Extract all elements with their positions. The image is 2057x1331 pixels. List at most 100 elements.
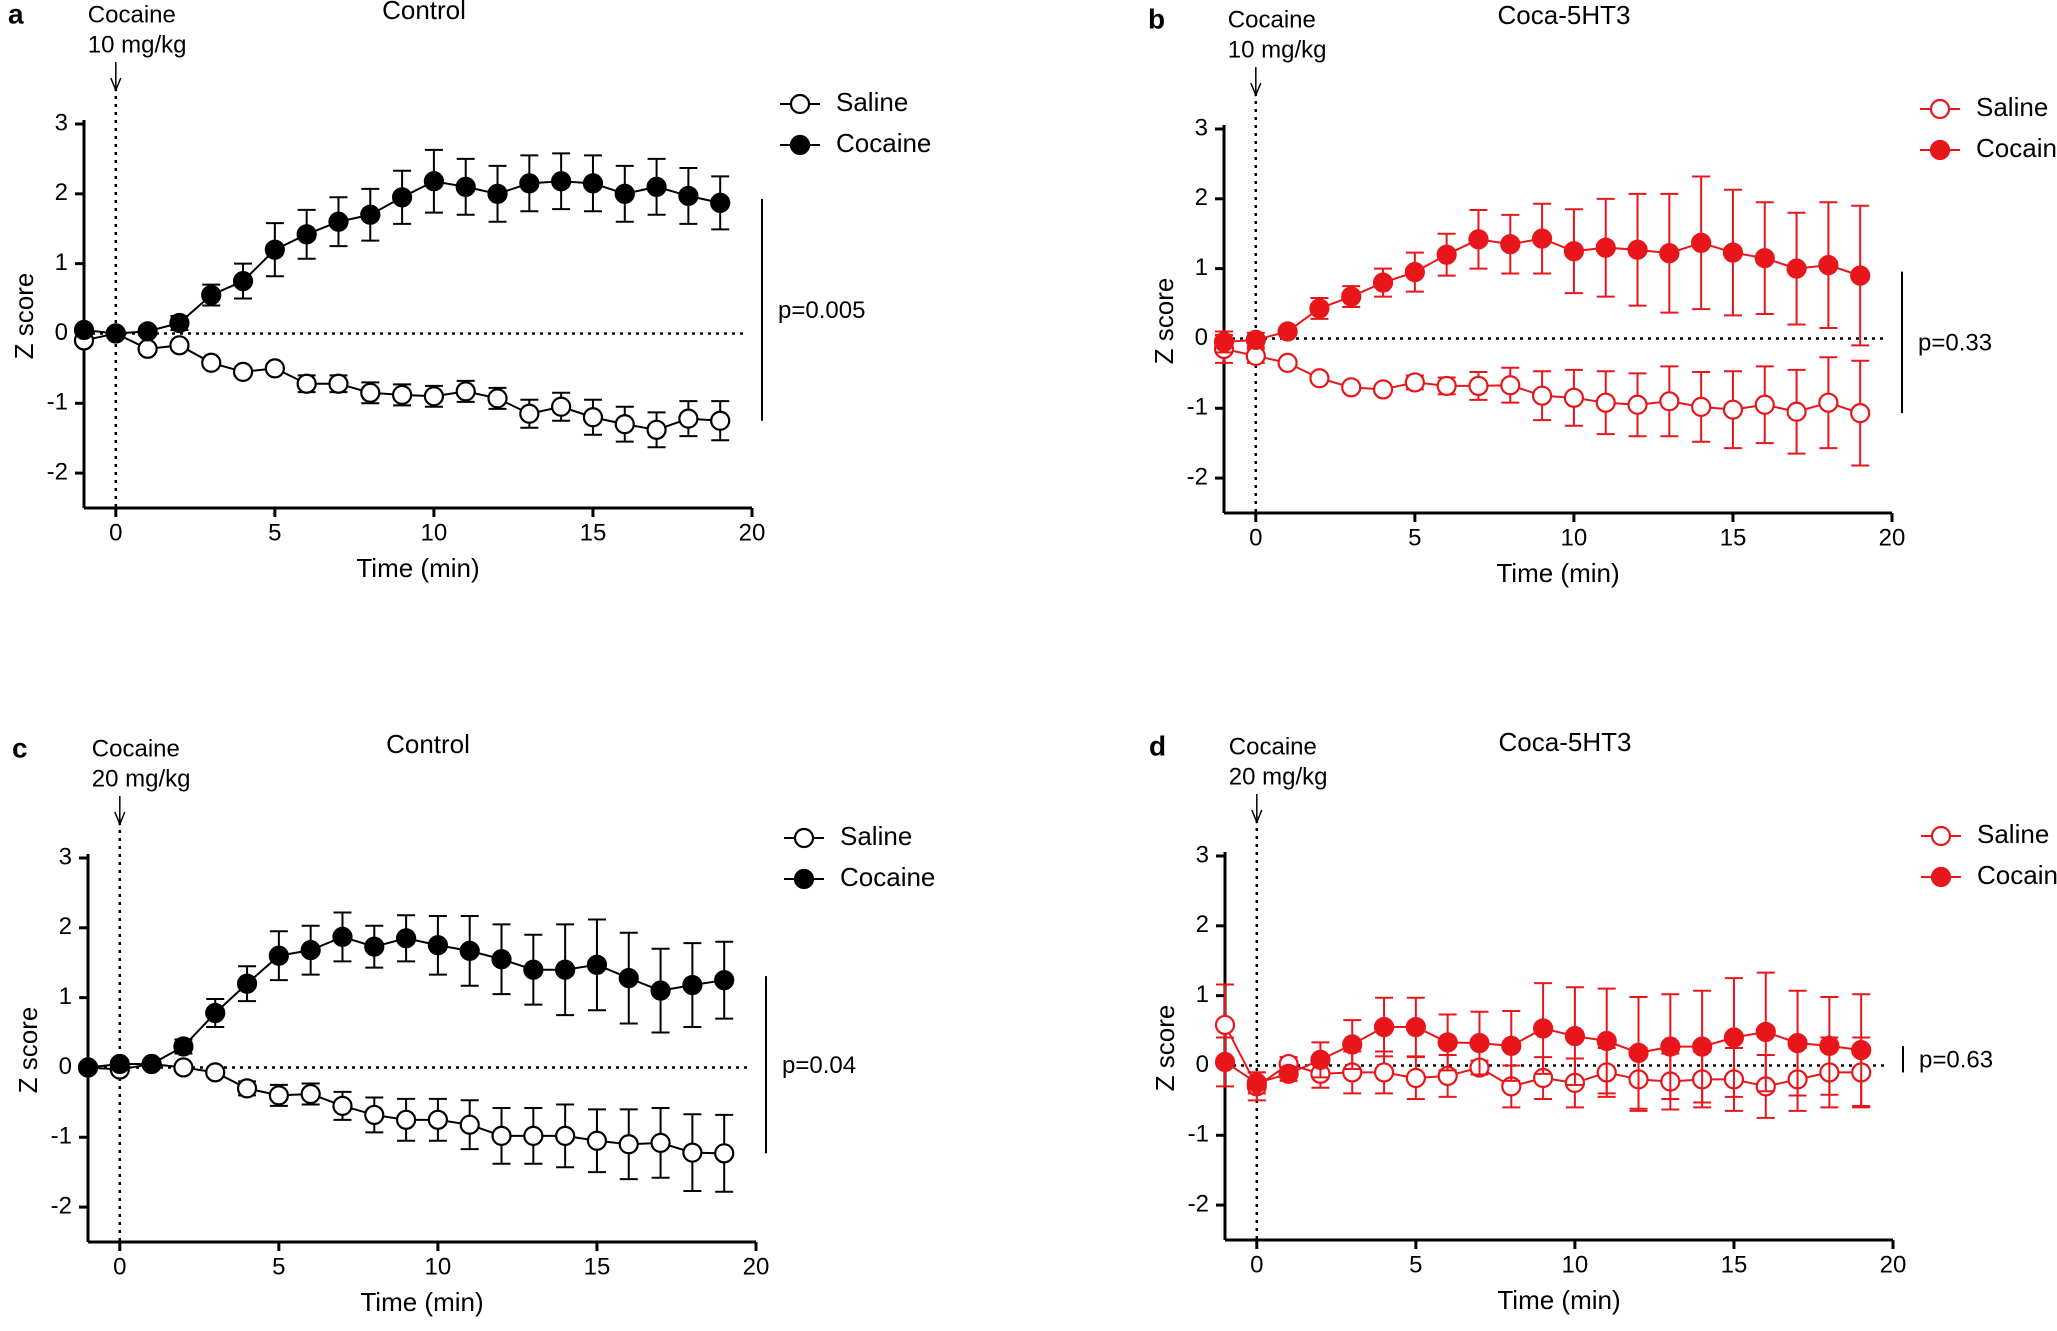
x-tick-label: 5 — [1409, 1251, 1422, 1278]
data-point — [201, 352, 222, 373]
data-point — [1500, 234, 1521, 255]
data-point — [1786, 401, 1807, 422]
data-point — [1659, 391, 1680, 412]
y-tick-label: 0 — [1195, 324, 1208, 351]
data-point — [586, 1130, 608, 1151]
data-point — [1469, 1033, 1490, 1054]
data-point — [1786, 258, 1807, 279]
data-point — [232, 361, 254, 382]
injection-arrowhead — [1250, 82, 1262, 97]
data-point — [423, 386, 445, 407]
legend-marker — [1930, 825, 1952, 847]
data-point — [555, 1125, 576, 1146]
y-tick-label: 2 — [55, 179, 68, 206]
data-point — [328, 373, 349, 394]
legend-label: Saline — [1976, 92, 2048, 122]
y-axis-label: Z score — [9, 273, 39, 360]
data-point — [519, 173, 540, 194]
x-tick-label: 0 — [1250, 1251, 1263, 1278]
legend-label: Cocaine — [1977, 860, 2057, 890]
data-point — [1627, 394, 1648, 415]
data-point — [1691, 232, 1712, 253]
data-point — [1372, 272, 1394, 293]
p-value: p=0.04 — [782, 1052, 856, 1079]
data-point — [1404, 262, 1425, 283]
injection-arrowhead — [110, 77, 122, 92]
x-tick-label: 15 — [1720, 524, 1747, 551]
y-tick-label: -2 — [1188, 1190, 1209, 1217]
y-tick-label: 3 — [1195, 114, 1208, 141]
x-tick-label: 5 — [268, 519, 281, 546]
data-point — [300, 1083, 321, 1105]
data-point — [678, 408, 699, 429]
data-point — [137, 338, 158, 359]
data-point — [1563, 387, 1585, 408]
data-point — [646, 419, 667, 440]
data-point — [1277, 321, 1298, 342]
panel-letter: d — [1149, 730, 1166, 761]
data-point — [364, 1104, 385, 1126]
x-tick-label: 0 — [109, 519, 122, 546]
data-point — [395, 928, 417, 949]
data-point — [1627, 239, 1648, 260]
x-axis-label: Time (min) — [356, 553, 479, 583]
data-point — [646, 176, 667, 197]
data-point — [360, 382, 381, 403]
x-tick-label: 0 — [113, 1253, 126, 1280]
data-point — [173, 1036, 194, 1057]
injection-arrowhead — [1251, 809, 1263, 824]
data-point — [332, 1095, 353, 1116]
injection-arrowhead — [114, 811, 126, 826]
x-tick-label: 10 — [425, 1253, 452, 1280]
y-tick-label: 1 — [55, 249, 68, 276]
data-point — [205, 1062, 226, 1083]
injection-annotation: 10 mg/kg — [88, 31, 187, 58]
data-point — [169, 312, 190, 334]
data-point — [618, 1134, 639, 1155]
data-point — [1660, 1036, 1681, 1057]
data-point — [1214, 1051, 1236, 1073]
data-point — [1246, 1072, 1267, 1094]
data-point — [1595, 392, 1616, 413]
data-point — [395, 1109, 417, 1130]
panel: -2 -1 0 1 2 3 0 5 10 15 20 Time (min) Z score b Coca-5… — [1148, 0, 2057, 588]
y-tick-label: -1 — [47, 389, 68, 416]
data-point — [523, 959, 544, 980]
panel-title: Coca-5HT3 — [1498, 0, 1631, 30]
y-axis-label: Z score — [1149, 278, 1179, 365]
data-point — [1754, 394, 1775, 415]
data-point — [1628, 1042, 1649, 1063]
x-tick-label: 20 — [1880, 1251, 1907, 1278]
data-point — [1437, 1032, 1458, 1053]
data-point — [1213, 331, 1235, 353]
data-point — [1341, 377, 1362, 398]
data-point — [519, 403, 540, 424]
data-point — [1436, 375, 1457, 397]
panel-letter: c — [12, 732, 28, 763]
data-point — [614, 414, 635, 435]
data-point — [614, 183, 635, 204]
injection-annotation: Cocaine — [88, 1, 176, 28]
legend-label: Saline — [1977, 819, 2049, 849]
data-point — [201, 284, 222, 306]
data-point — [391, 384, 413, 405]
y-tick-label: 1 — [1195, 254, 1208, 281]
legend-label: Saline — [840, 821, 912, 851]
data-point — [1532, 1018, 1554, 1039]
data-point — [427, 1109, 449, 1130]
data-point — [1341, 286, 1362, 307]
data-point — [73, 319, 95, 341]
data-point — [1851, 1039, 1872, 1061]
y-tick-label: -1 — [1188, 1121, 1209, 1148]
data-point — [205, 1002, 226, 1024]
data-point — [710, 192, 731, 213]
panel-title: Coca-5HT3 — [1499, 727, 1632, 757]
data-point — [1850, 265, 1871, 286]
y-tick-label: 1 — [59, 983, 72, 1010]
x-axis-label: Time (min) — [360, 1287, 483, 1317]
data-point — [268, 1085, 289, 1106]
legend-label: Cocaine — [840, 862, 935, 892]
legend-label: Cocaine — [836, 128, 931, 158]
panel: -2 -1 0 1 2 3 0 5 10 15 20 Time (min) Z score d Coca-5… — [1149, 727, 2057, 1315]
